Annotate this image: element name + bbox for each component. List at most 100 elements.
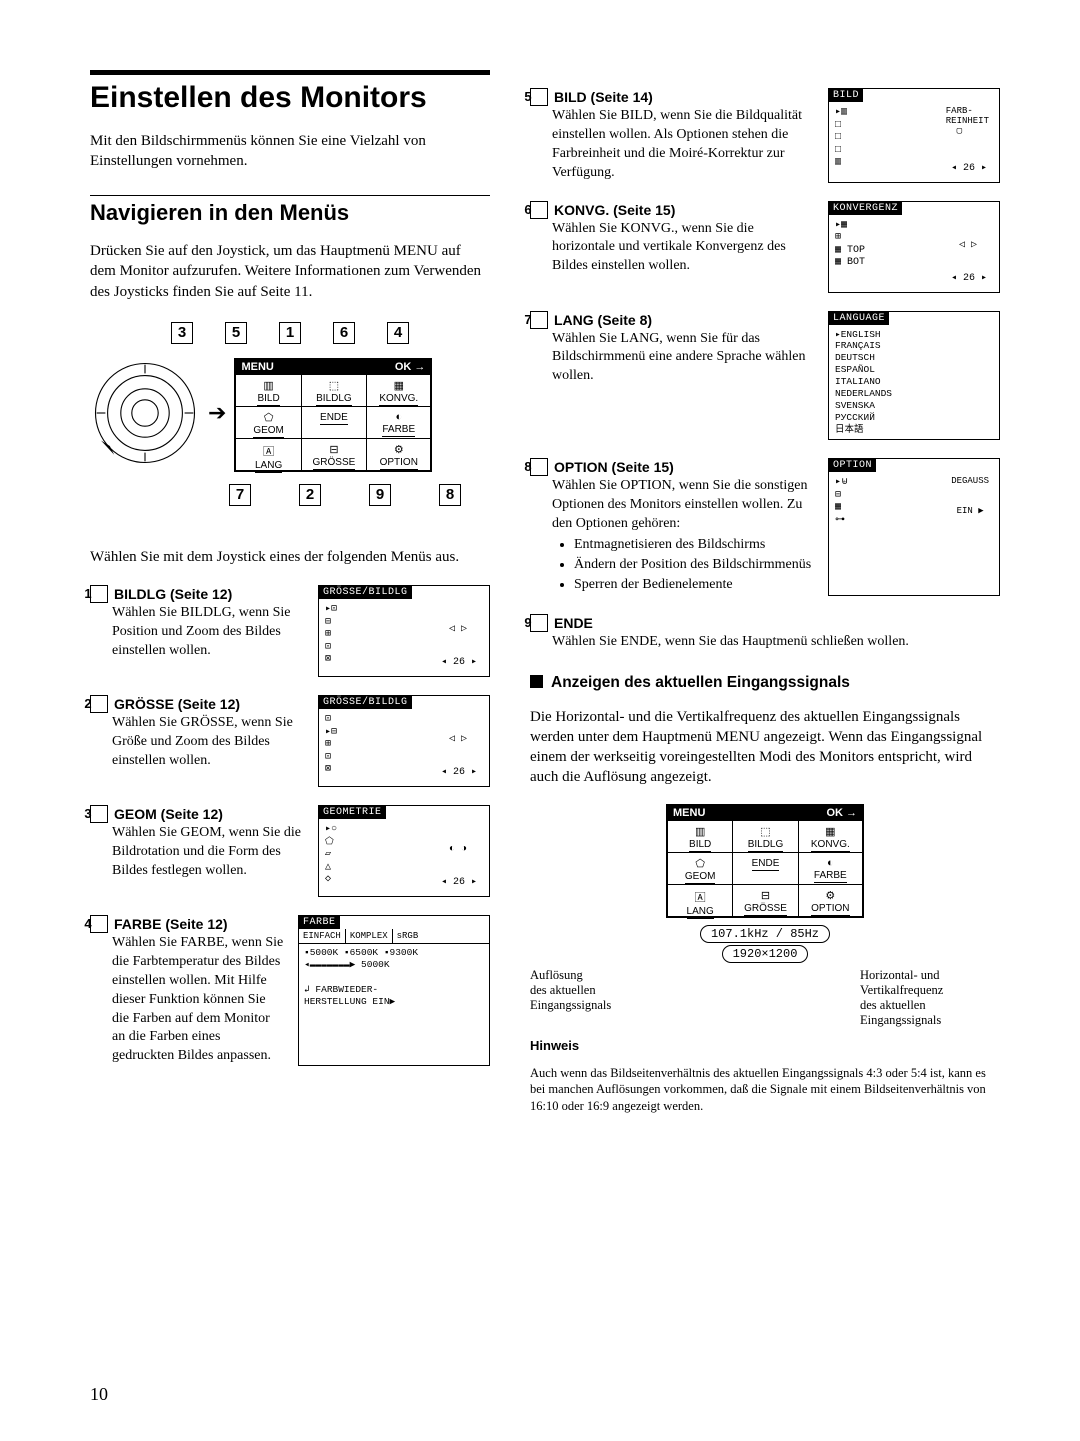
item-num-8: 8 [530,458,548,476]
signal-heading: Anzeigen des aktuellen Eingangssignals [530,674,1000,692]
item-body-3: Wählen Sie GEOM, wenn Sie die Bildrotati… [90,824,306,881]
signal-paragraph: Die Horizontal- und die Vertikalfrequenz… [530,707,1000,788]
osd-8: OPTION▸⊌⊟▦⊶DEGAUSS EIN ▶ [828,458,1000,595]
menu-cell-geom: ⬠GEOM [667,853,732,885]
callout-2: 2 [299,484,321,506]
nav-paragraph: Drücken Sie auf den Joystick, um das Hau… [90,241,490,302]
resolution-value: 1920×1200 [722,945,809,963]
main-menu-box: MENU OK → ▥BILD⬚BILDLG▦KONVG.⬠GEOMENDE◐F… [234,358,432,472]
signal-menu-header-right: OK → [820,805,863,821]
menu-cell-ende: ENDE [301,407,366,439]
menu-cell-grösse: ⊟GRÖSSE [732,885,797,917]
osd-farbe: FARBEEINFACHKOMPLEXsRGB▪5000K ▪6500K ▪93… [298,915,490,1066]
callout-1: 1 [279,322,301,344]
item-3: 3 GEOM (Seite 12) Wählen Sie GEOM, wenn Si… [90,805,490,897]
menu-cell-grösse: ⊟GRÖSSE [301,439,366,471]
menu-cell-option: ⚙OPTION [798,885,863,917]
item-6: 6KONVG. (Seite 15)Wählen Sie KONVG., wen… [530,201,1000,293]
item-num-9: 9 [530,614,548,632]
callout-8: 8 [439,484,461,506]
item-title-9: ENDE [554,615,593,631]
item-9: 9 ENDE Wählen Sie ENDE, wenn Sie das Haupt… [530,614,1000,652]
page-number: 10 [90,1384,108,1405]
freq-labels: Auflösungdes aktuellenEingangssignals Ho… [530,968,1000,1028]
menu-header-left: MENU [235,359,388,375]
item-body-7: Wählen Sie LANG, wenn Sie für das Bildsc… [530,330,816,387]
right-items-container: 5 BILD (Seite 14) Wählen Sie BILD, wenn Si… [530,88,1000,652]
signal-menu-header: MENU OK → [667,805,863,821]
osd-5: BILD▸▥□□□▥FARB- REINHEIT ▢◂ 26 ▸ [828,88,1000,183]
item-num-5: 5 [530,88,548,106]
signal-menu-grid: ▥BILD⬚BILDLG▦KONVG.⬠GEOMENDE◐FARBE🄰LANG⊟… [667,821,863,917]
item-body-4: Wählen Sie FARBE, wenn Sie die Farbtempe… [90,934,286,1066]
item-2: 2GRÖSSE (Seite 12)Wählen Sie GRÖSSE, wen… [90,695,490,787]
diagram-top-numbers: 3 5 1 6 4 [90,322,490,344]
page-title: Einstellen des Monitors [90,81,490,116]
osd-2: GRÖSSE/BILDLG⊡▸⊟⊞⊡⊠◁ ▷◂ 26 ▸ [318,695,490,787]
menu-cell-option: ⚙OPTION [366,439,431,471]
right-freq-label: Horizontal- undVertikalfrequenzdes aktue… [860,968,1000,1028]
signal-menu-header-left: MENU [667,805,820,821]
item-title-2: GRÖSSE (Seite 12) [114,696,240,712]
menu-cell-bildlg: ⬚BILDLG [732,821,797,853]
joystick-menu-diagram: 3 5 1 6 4 [90,322,490,532]
signal-menu-box: MENU OK → ▥BILD⬚BILDLG▦KONVG.⬠GEOMENDE◐F… [666,804,864,918]
item-8: 8OPTION (Seite 15)Wählen Sie OPTION, wen… [530,458,1000,595]
osd-3: GEOMETRIE▸○⬠▱△◇◐ ◑◂ 26 ▸ [318,805,490,897]
menu-cell-lang: 🄰LANG [667,885,732,917]
item-num-4: 4 [90,915,108,933]
item-title-5: BILD (Seite 14) [554,89,653,105]
item-5: 5 BILD (Seite 14) Wählen Sie BILD, wenn Si… [530,88,1000,183]
nav-heading: Navigieren in den Menüs [90,200,490,226]
freq-value: 107.1kHz / 85Hz [700,925,830,943]
item-title-4: FARBE (Seite 12) [114,916,228,932]
menu-cell-ende: ENDE [732,853,797,885]
frequency-readout: 107.1kHz / 85Hz 1920×1200 [530,924,1000,964]
item-num-3: 3 [90,805,108,823]
item-title-7: LANG (Seite 8) [554,312,652,328]
right-column: 5 BILD (Seite 14) Wählen Sie BILD, wenn Si… [530,70,1000,1126]
menu-cell-farbe: ◐FARBE [798,853,863,885]
top-rule [90,70,490,75]
menu-cell-konvg.: ▦KONVG. [366,375,431,407]
callout-3: 3 [171,322,193,344]
item-title-1: BILDLG (Seite 12) [114,586,232,602]
menu-grid: ▥BILD⬚BILDLG▦KONVG.⬠GEOMENDE◐FARBE🄰LANG⊟… [235,375,431,471]
diagram-middle-row: ➔ MENU OK → ▥BILD⬚BILDLG▦KONVG.⬠GEOMENDE… [90,348,490,478]
left-column: Einstellen des Monitors Mit den Bildschi… [90,70,490,1126]
two-column-layout: Einstellen des Monitors Mit den Bildschi… [90,70,1000,1126]
item-title-6: KONVG. (Seite 15) [554,202,675,218]
item-num-6: 6 [530,201,548,219]
callout-5: 5 [225,322,247,344]
item-body-1: Wählen Sie BILDLG, wenn Sie Position und… [90,604,306,661]
callout-9: 9 [369,484,391,506]
callout-6: 6 [333,322,355,344]
hinweis-body: Auch wenn das Bildseitenverhältnis des a… [530,1065,1000,1114]
osd-language: LANGUAGE▸ENGLISHFRANÇAISDEUTSCHESPAÑOLIT… [828,311,1000,441]
pick-paragraph: Wählen Sie mit dem Joystick eines der fo… [90,547,490,567]
hinweis-title: Hinweis [530,1038,1000,1053]
item-title-3: GEOM (Seite 12) [114,806,223,822]
callout-7: 7 [229,484,251,506]
item-title-8: OPTION (Seite 15) [554,459,674,475]
item-1: 1 BILDLG (Seite 12) Wählen Sie BILDLG, wen… [90,585,490,677]
menu-header: MENU OK → [235,359,431,375]
osd-6: KONVERGENZ▸▦⊞▦ TOP▦ BOT◁ ▷◂ 26 ▸ [828,201,1000,293]
signal-diagram: MENU OK → ▥BILD⬚BILDLG▦KONVG.⬠GEOMENDE◐F… [530,804,1000,1028]
item-4: 4 FARBE (Seite 12) Wählen Sie FARBE, wenn … [90,915,490,1066]
menu-cell-bild: ▥BILD [667,821,732,853]
arrow-right-icon: ➔ [208,400,226,426]
mid-rule [90,195,490,196]
item-body-5: Wählen Sie BILD, wenn Sie die Bildqualit… [530,107,816,183]
option-bullets: Entmagnetisieren des BildschirmsÄndern d… [562,536,816,595]
item-num-1: 1 [90,585,108,603]
callout-4: 4 [387,322,409,344]
osd-1: GRÖSSE/BILDLG▸⊡⊟⊞⊡⊠◁ ▷◂ 26 ▸ [318,585,490,677]
intro-paragraph: Mit den Bildschirmmenüs können Sie eine … [90,131,490,172]
menu-cell-lang: 🄰LANG [235,439,300,471]
item-7: 7LANG (Seite 8)Wählen Sie LANG, wenn Sie… [530,311,1000,441]
menu-cell-geom: ⬠GEOM [235,407,300,439]
joystick-icon [90,358,200,468]
item-body-9: Wählen Sie ENDE, wenn Sie das Hauptmenü … [530,633,1000,652]
item-num-2: 2 [90,695,108,713]
